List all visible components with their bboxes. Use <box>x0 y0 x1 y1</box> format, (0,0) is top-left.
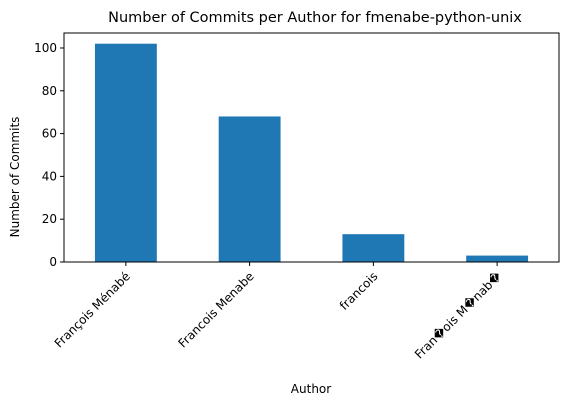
y-tick-label: 20 <box>42 212 57 226</box>
x-tick-label: Francois Menabe <box>175 269 256 350</box>
y-tick-label: 100 <box>34 41 57 55</box>
y-axis-ticks: 0 20 40 60 80 100 <box>34 41 64 269</box>
bar <box>342 234 405 262</box>
x-tick-label: François Ménabé <box>52 269 133 350</box>
bar <box>466 255 529 262</box>
x-axis-ticks: François Ménabé Francois Menabe francois Fr… <box>52 262 505 362</box>
bars-group <box>94 43 529 263</box>
x-tick-label: Fran�ois M�nab� <box>412 269 505 362</box>
x-tick-label: francois <box>337 269 381 313</box>
y-tick-label: 0 <box>49 255 57 269</box>
x-axis-label: Author <box>291 382 331 396</box>
chart-title: Number of Commits per Author for fmenabe… <box>108 10 522 26</box>
y-tick-label: 60 <box>42 127 57 141</box>
bar <box>218 116 281 263</box>
y-axis-label: Number of Commits <box>8 117 22 238</box>
plot-frame <box>63 32 560 263</box>
bar <box>94 43 157 263</box>
y-tick-label: 40 <box>42 169 57 183</box>
y-tick-label: 80 <box>42 84 57 98</box>
